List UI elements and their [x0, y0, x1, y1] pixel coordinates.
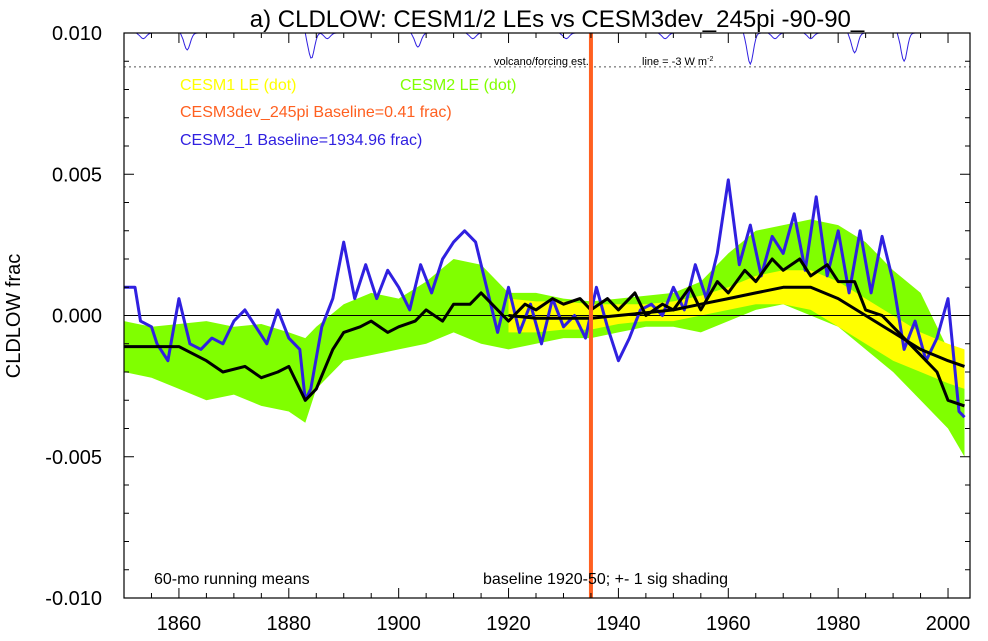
y-tick-label: -0.010: [45, 588, 102, 610]
legend-cesm2: CESM2 LE (dot): [400, 77, 516, 94]
line-note-superscript: -2: [707, 56, 713, 63]
plot-area: [124, 32, 970, 598]
running-means-annotation: 60-mo running means: [154, 571, 310, 588]
series-line-2: [508, 285, 965, 368]
series-line-0: [124, 178, 966, 419]
y-tick-label: -0.005: [45, 447, 102, 469]
legend-cesm2-1: CESM2_1 Baseline=1934.96 frac): [180, 132, 422, 149]
x-tick-label: 1900: [376, 613, 421, 635]
line-note-text: line = -3 W m: [642, 56, 707, 68]
x-tick-label: 1920: [486, 613, 531, 635]
x-tick-label: 1980: [816, 613, 861, 635]
series-line-1: [124, 257, 965, 408]
x-tick-label: 2000: [926, 613, 971, 635]
band-1: [508, 270, 965, 389]
x-tick-label: 1860: [157, 613, 202, 635]
y-axis-label: CLDLOW frac: [3, 254, 25, 378]
y-tick-label: 0.000: [52, 306, 102, 328]
line-note-annotation: line = -3 W m-2: [642, 56, 713, 68]
legend-cesm1: CESM1 LE (dot): [180, 77, 296, 94]
legend: CESM1 LE (dot) CESM2 LE (dot) CESM3dev_2…: [180, 77, 516, 149]
legend-cesm3dev: CESM3dev_245pi Baseline=0.41 frac): [180, 104, 452, 121]
y-tick-label: 0.005: [52, 164, 102, 186]
y-tick-label: 0.010: [52, 23, 102, 45]
volcano-annotation: volcano/forcing est.: [494, 56, 589, 68]
axes: 1860 1880 1900 1920 1940 1960 1980 2000 0.010 0.0…: [45, 23, 970, 635]
baseline-annotation: baseline 1920-50; +- 1 sig shading: [483, 571, 728, 588]
x-tick-label: 1960: [706, 613, 751, 635]
chart-title: a) CLDLOW: CESM1/2 LEs vs CESM3dev_245pi…: [250, 6, 865, 33]
x-tick-label: 1880: [267, 613, 312, 635]
x-tick-label: 1940: [596, 613, 641, 635]
